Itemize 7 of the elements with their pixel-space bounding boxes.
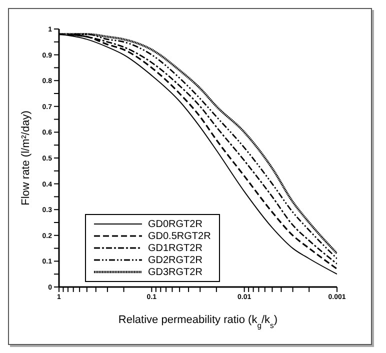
x-axis-title: Relative permeability ratio (k$_{g}$/k$_{s}$) [118,314,278,330]
legend-label: GD0.5RGT2R [148,230,211,242]
y-axis-title: Flow rate (l/m²/day) [20,110,32,206]
legend-label: GD3RGT2R [148,266,202,278]
legend-label: GD1RGT2R [148,242,202,254]
legend-label: GD0RGT2R [148,218,202,230]
legend-label: GD2RGT2R [148,254,202,266]
